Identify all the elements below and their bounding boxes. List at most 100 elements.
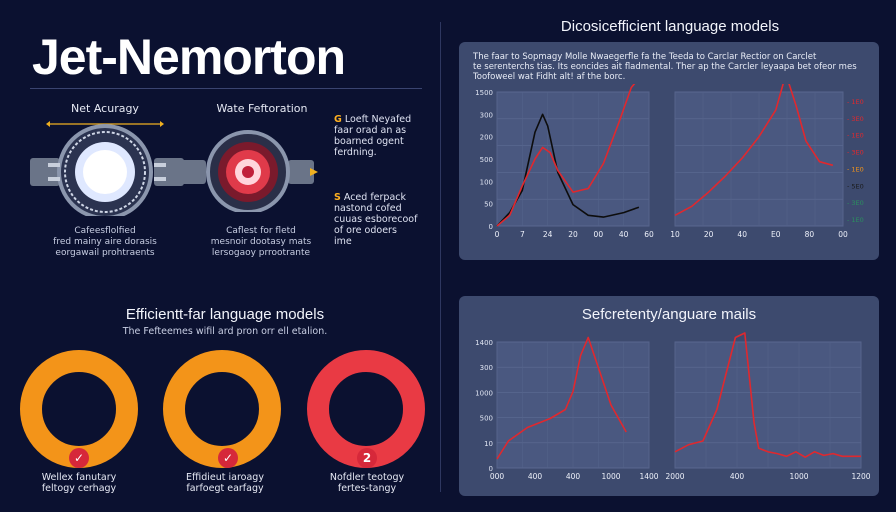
caption-line: fertes-tangy (337, 483, 397, 494)
y-tick-label: 0 (489, 223, 493, 231)
caption-line: Effidieut iaroagy (186, 472, 264, 483)
y-tick-label: 0 (489, 465, 493, 473)
legend-tick-label: - 1E0 (847, 98, 864, 106)
y-tick-label: 300 (480, 364, 493, 372)
legend-tick-label: - 1E0 (847, 216, 864, 224)
top-charts: 0 50 100 500 200 300 1500 0 7 24 20 00 40 60 10 20 40 E0… (475, 84, 864, 239)
panel-text-line: Toofoweel wat Fidht alt! af the borc. (473, 72, 626, 82)
note-2: S Aced ferpack nastond cofed cuuas esbor… (334, 192, 426, 247)
note-line: Aced ferpack (343, 192, 406, 203)
engine-1-illustration (28, 116, 188, 220)
ring-1-caption: Wellex fanutary feltogy cerhagy (14, 472, 144, 494)
caption-line: lersogaoy prrootrante (211, 248, 311, 258)
legend-tick-label: - 1E0 (847, 165, 864, 173)
y-tick-label: 100 (480, 178, 493, 186)
right-top-panel: The faar to Sopmagy Molle Nwaegerfle fa … (459, 42, 879, 260)
note-line: ferdning. (334, 147, 377, 158)
note-line: of ore odoers (334, 225, 397, 236)
panel-text-line: The faar to Sopmagy Molle Nwaegerfle fa … (473, 52, 817, 62)
x-tick-label: E0 (771, 230, 781, 239)
y-tick-label: 1000 (475, 389, 493, 397)
x-tick-label: 80 (805, 230, 815, 239)
series-line (496, 84, 636, 227)
bottom-charts: 0 10 500 1000 300 1400 000 400 400 1000 1400 2000 4… (475, 332, 871, 481)
x-tick-label: 000 (490, 472, 505, 481)
right-bottom-heading: Sefcretenty/anguare mails (581, 306, 757, 323)
note-2-marker: S (334, 192, 341, 203)
series-line (674, 332, 861, 458)
x-tick-label: 40 (619, 230, 629, 239)
caption-line: feltogy cerhagy (41, 483, 117, 494)
title-divider (30, 88, 422, 89)
note-line: Loeft Neyafed (344, 114, 412, 125)
series-line (496, 336, 627, 460)
x-tick-label: 2000 (665, 472, 684, 481)
chart-top-right: 10 20 40 E0 80 00 - 1E0 - 3E0 - 1E0 - 3E0 - 1E0 - 5… (670, 84, 864, 239)
y-tick-label: 500 (480, 415, 493, 423)
x-tick-label: 0 (495, 230, 500, 239)
x-tick-label: 24 (543, 230, 553, 239)
note-line: ime (334, 236, 352, 247)
caption-line: farfoegt earfagy (186, 483, 264, 494)
legend-tick-label: - 3E0 (847, 149, 864, 157)
chart-bottom-right: 2000 400 1000 1200 (665, 332, 871, 481)
x-tick-label: 20 (568, 230, 578, 239)
x-tick-label: 1200 (851, 472, 870, 481)
legend-tick-label: - 3E0 (847, 199, 864, 207)
caption-line: eorgawail prohtraents (55, 248, 155, 258)
right-bottom-panel: Sefcretenty/anguare mails 0 10 500 1000 300 1… (459, 296, 879, 496)
note-line: cuuas esborecoof (334, 214, 418, 225)
x-tick-label: 1000 (601, 472, 620, 481)
panel-text: The faar to Sopmagy Molle Nwaegerfle fa … (473, 52, 869, 82)
engine-2-caption: Caflest for fletd mesnoir dootasy mats l… (196, 226, 326, 259)
note-line: boarned ogent (334, 136, 404, 147)
x-tick-label: 400 (566, 472, 581, 481)
x-tick-label: 7 (520, 230, 525, 239)
x-tick-label: 00 (594, 230, 604, 239)
caption-line: Caflest for fletd (226, 226, 296, 236)
y-tick-label: 200 (480, 134, 493, 142)
y-tick-label: 1400 (475, 339, 493, 347)
y-tick-label: 1500 (475, 89, 493, 97)
x-tick-label: 10 (670, 230, 680, 239)
legend-tick-label: - 1E0 (847, 132, 864, 140)
series-line (674, 84, 834, 217)
chart-top-left: 0 50 100 500 200 300 1500 0 7 24 20 00 40 60 (475, 84, 654, 239)
caption-line: Cafeesflolfied (74, 226, 136, 236)
check-icon: ✓ (218, 448, 238, 468)
check-icon: ✓ (69, 448, 89, 468)
caption-line: fred mainy aire dorasis (53, 237, 157, 247)
right-top-heading: Dicosicefficient language models (560, 18, 780, 35)
legend-tick-label: - 5E0 (847, 182, 864, 190)
y-tick-label: 500 (480, 156, 493, 164)
x-tick-label: 1400 (639, 472, 658, 481)
engine-2-label: Wate Feftoration (216, 102, 308, 115)
engine-1-caption: Cafeesflolfied fred mainy aire dorasis e… (30, 226, 180, 259)
number-badge: 2 (357, 448, 377, 468)
ring-3-caption: Nofdler teotogy fertes-tangy (302, 472, 432, 494)
x-tick-label: 60 (644, 230, 654, 239)
note-line: nastond cofed (334, 203, 402, 214)
y-tick-label: 50 (484, 201, 493, 209)
x-tick-label: 400 (528, 472, 543, 481)
y-tick-label: 10 (484, 440, 493, 448)
x-tick-label: 40 (737, 230, 747, 239)
chart-bottom-left: 0 10 500 1000 300 1400 000 400 400 1000 1400 (475, 336, 659, 481)
legend-tick-label: - 3E0 (847, 115, 864, 123)
engine-1-label: Net Acuragy (71, 102, 139, 115)
section-heading: Efficientt-far language models (125, 306, 325, 323)
ring-2-caption: Effidieut iaroagy farfoegt earfagy (160, 472, 290, 494)
panel-text-line: te serenterchs tias. Its eoncides ait fl… (473, 62, 857, 72)
y-tick-label: 300 (480, 111, 493, 119)
engine-2-illustration (180, 122, 320, 214)
x-tick-label: 400 (730, 472, 745, 481)
x-tick-label: 00 (838, 230, 848, 239)
caption-line: Nofdler teotogy (329, 472, 405, 483)
caption-line: Wellex fanutary (41, 472, 117, 483)
note-1-marker: G (334, 114, 342, 125)
note-1: G Loeft Neyafed faar orad an as boarned … (334, 114, 424, 158)
series-line (496, 113, 640, 227)
x-tick-label: 20 (704, 230, 714, 239)
note-line: faar orad an as (334, 125, 407, 136)
vertical-divider (440, 22, 441, 492)
